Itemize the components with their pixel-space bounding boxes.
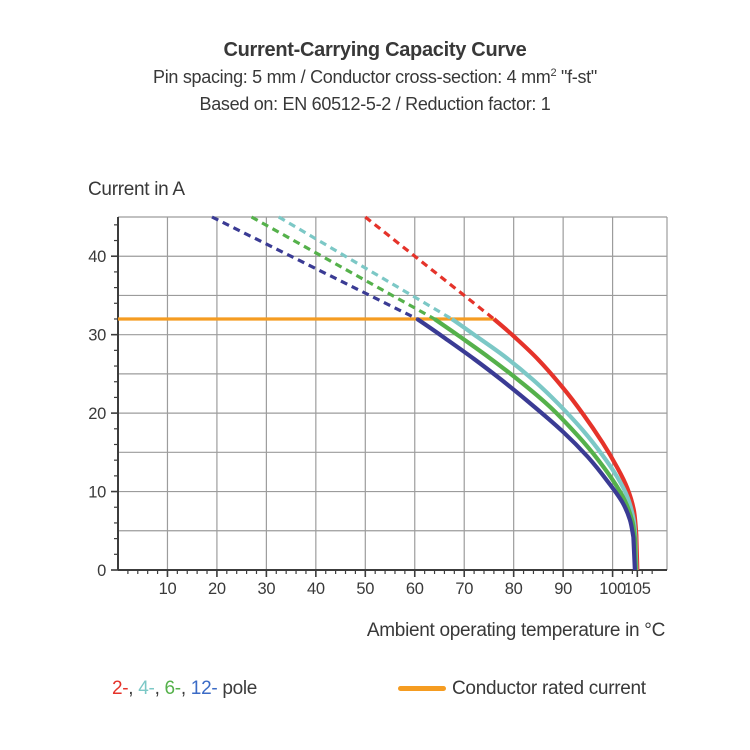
legend-pole-part: , (128, 678, 139, 699)
chart-header: Current-Carrying Capacity Curve Pin spac… (0, 36, 750, 118)
x-axis-title: Ambient operating temperature in °C (366, 620, 665, 641)
legend-pole-part: 6- (164, 678, 182, 699)
rated-current-label: Conductor rated current (452, 678, 646, 699)
curve-12-pole-dashed (211, 215, 418, 321)
x-tick-label: 100 (599, 580, 626, 598)
legend-pole-counts: 2-, 4-, 6-, 12- pole (112, 678, 257, 700)
curve-2-pole-solid (492, 317, 640, 571)
legend-pole-part: , (180, 678, 191, 699)
x-tick-label: 105 (624, 580, 651, 598)
y-axis-title: Current in A (88, 179, 185, 200)
y-tick-label: 40 (88, 248, 106, 266)
x-tick-label: 60 (406, 580, 424, 598)
legend-pole-part: 2- (112, 678, 129, 699)
chart-basis: Based on: EN 60512-5-2 / Reduction facto… (199, 94, 551, 114)
curve-6-pole-dashed (250, 215, 436, 321)
curve-4-pole-dashed (277, 215, 453, 321)
x-tick-label: 30 (257, 580, 275, 598)
x-tick-label: 40 (307, 580, 325, 598)
y-tick-label: 10 (88, 484, 106, 502)
curve-2-pole-dashed (364, 215, 495, 321)
legend-pole-part: 4- (138, 678, 155, 699)
superscript-2: 2 (550, 67, 557, 79)
curve-4-pole-solid (450, 317, 639, 571)
curve-6-pole-solid (433, 317, 638, 571)
x-tick-label: 70 (455, 580, 473, 598)
x-tick-label: 50 (356, 580, 374, 598)
chart-title: Current-Carrying Capacity Curve (223, 39, 527, 61)
y-tick-label: 30 (88, 327, 106, 345)
x-tick-label: 80 (505, 580, 523, 598)
legend: 2-, 4-, 6-, 12- pole Conductor rated cur… (0, 678, 750, 708)
curve-12-pole-solid (416, 317, 637, 571)
rated-current-swatch (398, 686, 446, 691)
y-tick-label: 20 (88, 405, 106, 423)
legend-pole-part: pole (217, 678, 258, 699)
legend-pole-part: 12- (190, 678, 218, 699)
x-tick-label: 10 (159, 580, 177, 598)
y-tick-label: 0 (97, 562, 106, 580)
chart-subtitle: Pin spacing: 5 mm / Conductor cross-sect… (153, 67, 597, 87)
legend-pole-part: , (154, 678, 165, 699)
x-tick-label: 90 (554, 580, 572, 598)
x-tick-label: 20 (208, 580, 226, 598)
